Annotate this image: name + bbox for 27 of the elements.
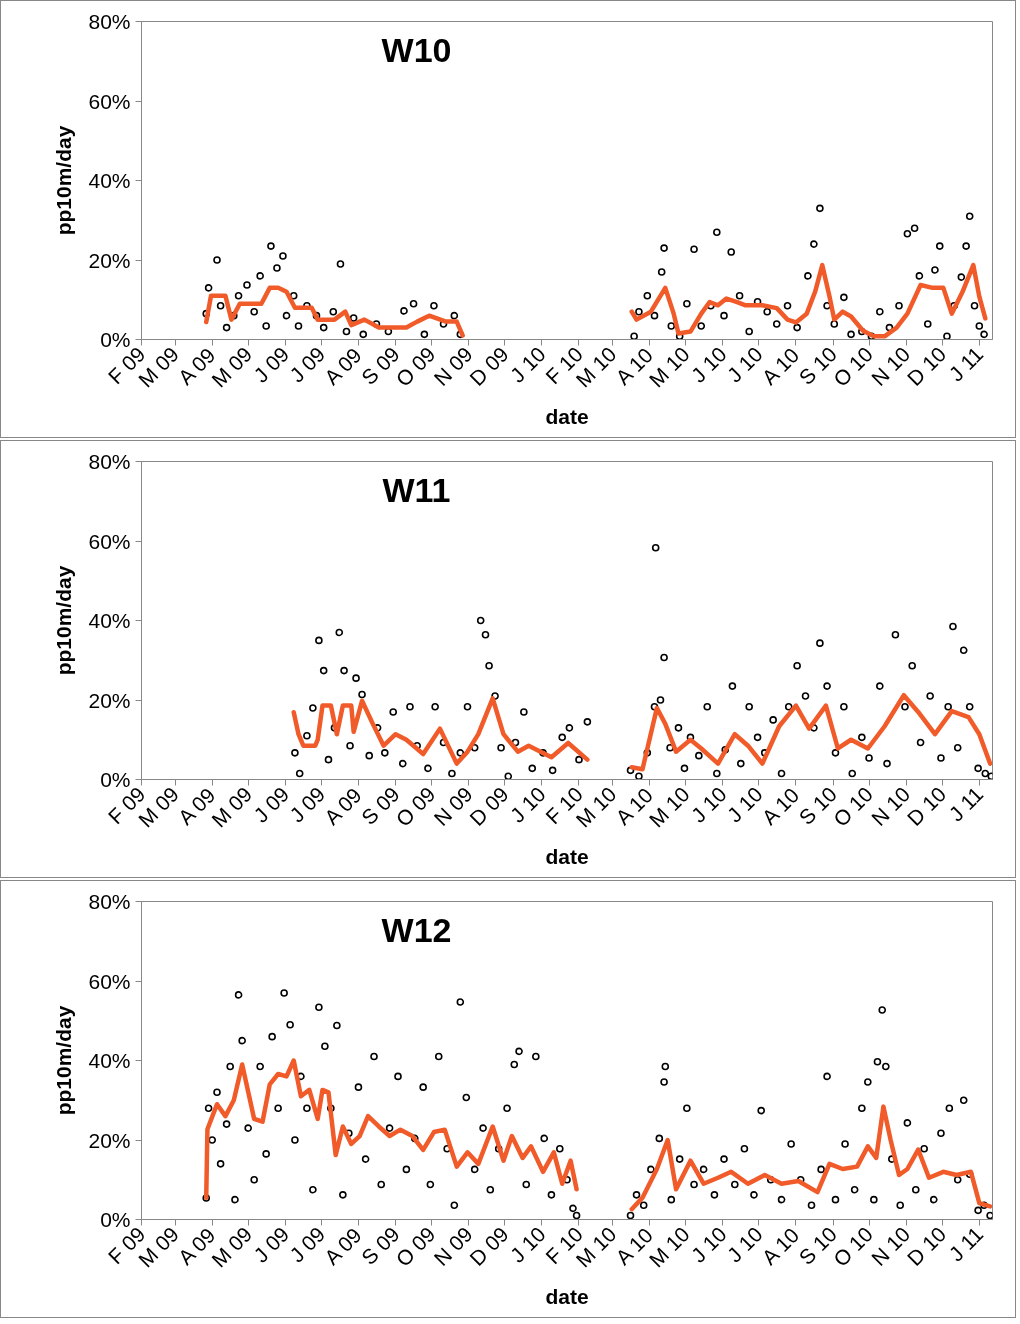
y-tick-label: 40%	[88, 169, 131, 192]
x-tick-label: J 11	[944, 782, 988, 826]
chart-title: W11	[382, 470, 451, 509]
y-tick-label: 40%	[88, 609, 131, 632]
y-tick-label: 20%	[88, 248, 131, 272]
x-axis-title: date	[545, 404, 589, 428]
y-tick-label: 60%	[88, 529, 131, 553]
y-axis-title: pp10m/day	[52, 1005, 76, 1116]
y-tick-label: 80%	[88, 10, 131, 33]
chart-title: W10	[381, 30, 452, 69]
x-axis-title: date	[545, 1284, 589, 1308]
y-axis-title: pp10m/day	[52, 565, 76, 676]
y-tick-label: 0%	[100, 768, 131, 791]
chart-title: W12	[381, 910, 452, 949]
y-tick-label: 60%	[88, 969, 131, 993]
x-axis-title: date	[545, 844, 589, 868]
y-tick-label: 80%	[88, 890, 131, 913]
x-tick-label: J 11	[944, 342, 988, 386]
y-tick-label: 80%	[88, 450, 131, 473]
y-tick-label: 0%	[100, 328, 131, 351]
y-tick-label: 20%	[88, 1128, 131, 1152]
y-axis-title: pp10m/day	[52, 125, 76, 236]
y-tick-label: 60%	[88, 89, 131, 113]
y-tick-label: 20%	[88, 688, 131, 712]
x-tick-label: J 11	[944, 1222, 988, 1266]
y-tick-label: 40%	[88, 1049, 131, 1072]
y-tick-label: 0%	[100, 1208, 131, 1231]
